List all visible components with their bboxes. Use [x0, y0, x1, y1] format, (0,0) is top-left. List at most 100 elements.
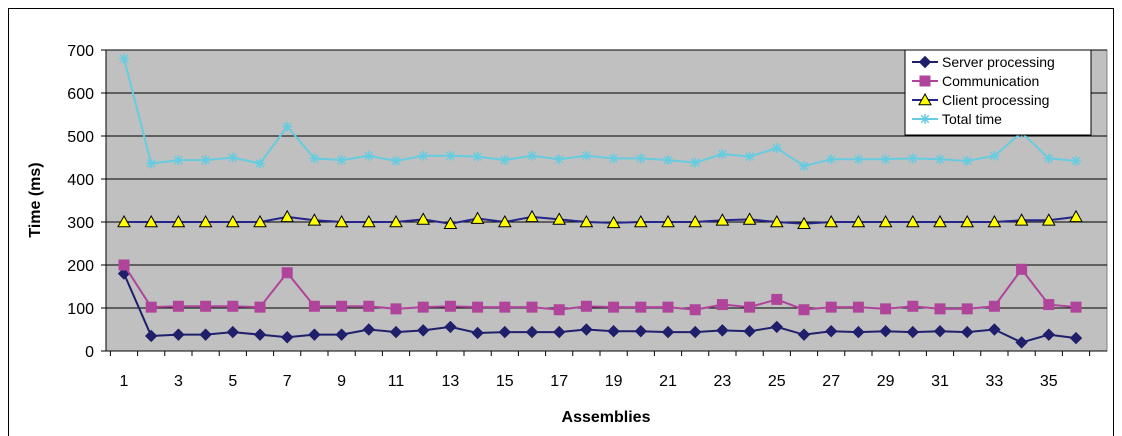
data-point [608, 153, 619, 164]
x-tick-label: 19 [605, 373, 623, 390]
data-point [1043, 153, 1054, 164]
data-point [907, 153, 918, 164]
x-axis-title: Assemblies [562, 409, 651, 426]
data-point [1043, 299, 1055, 311]
data-point [118, 259, 130, 271]
x-tick-label: 29 [877, 373, 895, 390]
data-point [688, 214, 703, 228]
data-point [444, 320, 457, 334]
legend-label: Total time [942, 111, 1002, 127]
data-point [852, 325, 865, 339]
data-point [497, 214, 512, 228]
data-point [933, 325, 947, 338]
legend-swatch-marker [920, 114, 930, 124]
y-tick-label: 0 [85, 344, 94, 361]
data-point [472, 151, 483, 162]
data-point [471, 326, 484, 340]
data-point [906, 325, 920, 339]
data-point [280, 331, 294, 344]
data-point [525, 209, 539, 223]
data-point [416, 212, 431, 225]
data-point [634, 325, 648, 338]
data-point [253, 328, 267, 341]
legend-box [904, 49, 1092, 136]
y-tick-label: 400 [67, 172, 94, 189]
data-point [282, 121, 293, 132]
data-point [227, 300, 239, 312]
data-point [581, 150, 592, 161]
x-tick-label: 23 [714, 373, 732, 390]
legend-label: Communication [942, 73, 1039, 89]
x-tick-label: 25 [768, 373, 786, 390]
data-point [1071, 155, 1081, 166]
x-tick-label: 27 [822, 373, 840, 390]
data-point [444, 300, 456, 312]
x-tick-label: 3 [174, 373, 183, 390]
data-point [878, 214, 893, 228]
data-point [797, 216, 811, 230]
data-point [824, 214, 839, 228]
data-point [907, 300, 919, 312]
data-point [744, 301, 756, 313]
y-tick-label: 100 [67, 301, 94, 318]
data-point [824, 325, 838, 338]
data-point [663, 155, 673, 166]
data-point [389, 325, 403, 339]
data-point [552, 325, 566, 339]
legend: Server processing Communication Client pro… [904, 49, 1092, 136]
data-point [715, 213, 730, 226]
data-point [470, 211, 485, 224]
data-point [307, 213, 322, 226]
data-point [690, 157, 701, 168]
data-point [853, 154, 864, 165]
data-point [172, 300, 184, 312]
data-point [227, 152, 238, 163]
data-point [172, 328, 185, 341]
data-point [144, 329, 158, 343]
data-point [499, 155, 510, 166]
y-tick-label: 600 [67, 86, 94, 103]
axes [105, 50, 1107, 352]
y-axis-title: Time (ms) [27, 162, 44, 237]
y-tick-labels: 0 100 200 300 400 500 600 700 [67, 43, 106, 361]
data-point [579, 214, 594, 228]
data-point [254, 301, 266, 313]
data-point [335, 328, 348, 341]
data-point [145, 301, 157, 313]
data-point [661, 214, 675, 228]
legend-swatch-marker [919, 75, 931, 87]
data-point [389, 214, 403, 228]
data-point [472, 301, 484, 313]
data-point [1015, 336, 1028, 349]
data-point [200, 300, 212, 312]
x-tick-label: 15 [496, 373, 514, 390]
data-point [253, 214, 267, 228]
data-point [771, 293, 783, 305]
data-point [280, 209, 295, 223]
x-tick-label: 21 [659, 373, 677, 390]
data-point [771, 143, 782, 154]
data-point [935, 154, 945, 165]
data-point [308, 328, 321, 341]
data-point [417, 301, 429, 313]
data-point [989, 150, 1000, 161]
data-point [797, 328, 811, 341]
data-point [552, 212, 567, 225]
data-point [390, 303, 402, 315]
data-point [443, 216, 458, 230]
data-point [988, 300, 1000, 312]
data-point [633, 214, 648, 228]
data-point [308, 300, 320, 312]
x-tick-label: 7 [283, 373, 292, 390]
series-lines [117, 53, 1083, 349]
data-point [363, 300, 375, 312]
data-point [880, 303, 892, 315]
data-point [769, 214, 784, 228]
data-point [987, 214, 1002, 228]
legend-label: Client processing [942, 92, 1049, 108]
data-point [960, 214, 975, 228]
x-tick-labels: 1 3 5 7 9 11 13 15 17 19 21 23 25 27 29 31 33 35 [109, 351, 1091, 390]
data-point [144, 214, 159, 228]
data-point [606, 215, 621, 229]
